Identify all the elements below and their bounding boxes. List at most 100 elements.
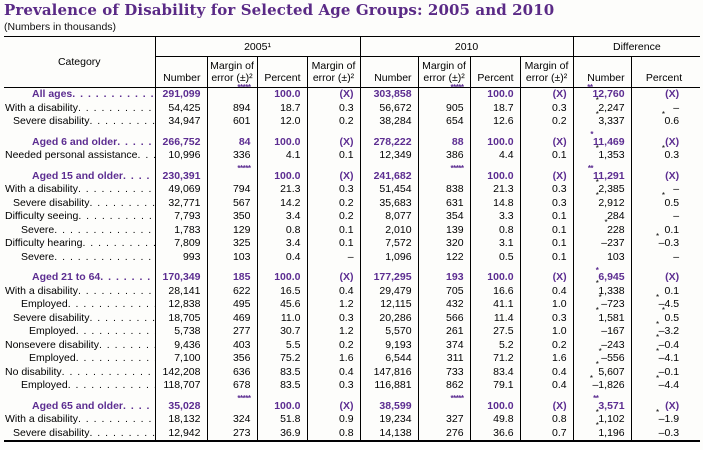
value-cell: *2,247: [572, 97, 632, 115]
table-row: Severe disability34,94760112.00.238,2846…: [4, 110, 701, 129]
dot-leader: [78, 210, 154, 224]
category-label-wrap: Employed: [4, 325, 155, 339]
value-cell: 100.0: [469, 87, 521, 102]
value-cell: 193: [417, 271, 471, 285]
value-cell: 0.3: [519, 101, 574, 115]
value-cell: 18,705: [154, 311, 207, 325]
category-label-wrap: Severe: [4, 224, 155, 238]
value-cell: 0.1: [519, 250, 574, 264]
value-cell: (X): [630, 271, 701, 285]
value-cell: 34,947: [154, 115, 207, 129]
value-cell: 311: [417, 352, 471, 366]
value-cell: *5,607: [572, 361, 632, 379]
value-cell: *–3.2: [630, 320, 701, 339]
category-cell: Severe: [4, 251, 155, 265]
category-label-wrap: No disability: [4, 366, 155, 380]
value-cell: *1,102: [572, 408, 632, 427]
spacer-cell: [630, 128, 701, 136]
value-cell: 631: [417, 196, 471, 210]
value-cell: 325: [206, 237, 257, 251]
value-cell: 7,572: [359, 237, 419, 251]
significance-stars: *****: [237, 164, 251, 173]
value-cell: 566: [417, 311, 471, 325]
value-cell: –: [306, 250, 361, 264]
value-cell: –: [630, 101, 701, 115]
spacer-cell: [469, 162, 521, 170]
significance-stars: *: [595, 360, 599, 369]
category-label: Aged 15 and older: [32, 169, 124, 182]
value-cell: 170,349: [154, 271, 207, 285]
spacer-cell: [306, 162, 361, 170]
category-label: Severe disability: [13, 311, 90, 324]
section-header-row: Aged 65 and older35,028*****100.0(X)38,5…: [4, 395, 701, 414]
spacer-cell: [417, 162, 471, 170]
category-label: Employed: [29, 325, 76, 337]
dot-leader: [89, 312, 154, 326]
significance-stars: *: [656, 292, 659, 302]
spacer-cell: [469, 392, 521, 400]
dot-leader: [54, 224, 154, 238]
value-cell: 0.1: [519, 210, 574, 224]
value-cell: 1.2: [306, 325, 361, 339]
group-header-difference: Difference: [572, 36, 701, 57]
value-cell: 0.5: [469, 250, 521, 264]
value-cell: 10,996: [154, 149, 207, 163]
value-cell: *–4.1: [630, 347, 701, 366]
spacer-cell: [4, 163, 155, 170]
section-header-row: Aged 15 and older230,391*****100.0(X)241…: [4, 165, 701, 183]
spacer-cell: [206, 128, 257, 136]
value-cell: 12,942: [154, 426, 207, 441]
value-cell: 0.3: [519, 196, 574, 210]
value-cell: 0.2: [306, 338, 361, 352]
spacer-cell: [359, 162, 419, 170]
dot-leader: [78, 285, 155, 299]
spacer-cell: [630, 264, 701, 271]
dot-leader: [138, 149, 155, 163]
value-cell: 35,028: [154, 399, 207, 413]
value-cell: 103: [206, 250, 257, 264]
value-cell: 0.3: [519, 183, 574, 197]
value-cell: (X): [519, 271, 574, 285]
category-label-wrap: Employed: [4, 379, 155, 393]
category-label-wrap: Severe disability: [4, 197, 155, 211]
category-cell: Aged 65 and older: [4, 400, 155, 414]
value-cell: 1.2: [306, 298, 361, 312]
spacer-cell: [572, 128, 632, 136]
table-row: With a disability28,14162216.50.429,4797…: [4, 280, 701, 299]
significance-stars: *: [595, 177, 599, 187]
value-cell: –167: [572, 325, 632, 339]
value-cell: –: [630, 183, 701, 197]
category-cell: Aged 6 and older: [4, 136, 155, 150]
significance-stars: *: [656, 231, 659, 241]
col-header-percent-2005: Percent: [256, 56, 307, 88]
spacer-cell: [306, 392, 361, 400]
category-label-wrap: Employed: [4, 298, 155, 312]
category-label-wrap: Difficulty seeing: [4, 210, 155, 224]
value-cell: (X): [630, 169, 701, 183]
category-label: Severe: [21, 223, 55, 236]
value-cell: **3,571: [572, 395, 632, 413]
significance-stars: *: [595, 279, 599, 288]
spacer-cell: [417, 264, 471, 271]
significance-stars: *****: [450, 394, 464, 403]
value-cell: 0.4: [306, 365, 361, 379]
col-header-moe-2005-percent: Margin of error (±)²: [306, 56, 361, 88]
value-cell: 0.8: [469, 223, 521, 237]
dot-leader: [72, 88, 154, 102]
value-cell: 18.7: [256, 101, 307, 115]
value-cell: –243: [572, 338, 632, 352]
spacer-cell: [154, 264, 207, 271]
value-cell: *****: [206, 83, 257, 102]
prevalence-table: Category 2005¹ 2010 Difference Number Ma…: [4, 36, 701, 442]
value-cell: *6,945: [572, 266, 632, 285]
value-cell: 0.4: [519, 365, 574, 379]
value-cell: (X): [306, 135, 361, 149]
value-cell: *2,385: [572, 178, 632, 197]
category-label: Needed personal assistance: [5, 149, 138, 161]
value-cell: 0.3: [306, 183, 361, 197]
table-row: Employed 118,70767883.50.3116,88186279.10…: [4, 374, 701, 393]
value-cell: 100.0: [256, 169, 307, 183]
spacer-cell: [4, 393, 155, 400]
